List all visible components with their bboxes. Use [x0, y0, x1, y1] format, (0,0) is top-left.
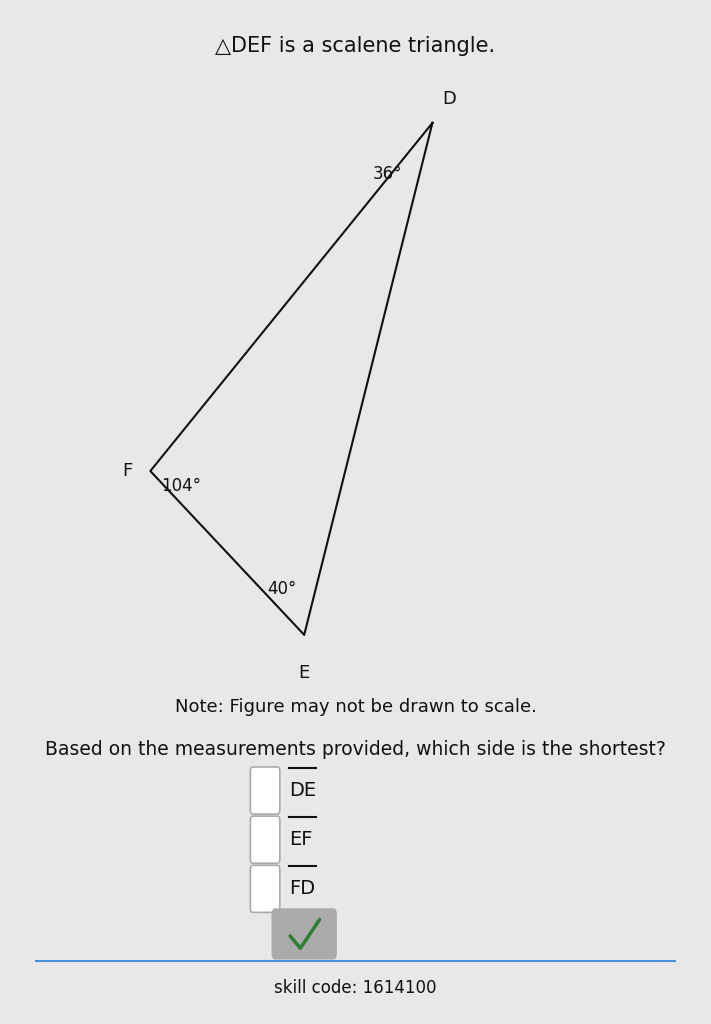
Text: F: F	[122, 462, 132, 480]
FancyBboxPatch shape	[250, 767, 280, 814]
Text: D: D	[442, 89, 456, 108]
Text: skill code: 1614100: skill code: 1614100	[274, 979, 437, 997]
Text: Note: Figure may not be drawn to scale.: Note: Figure may not be drawn to scale.	[175, 697, 536, 716]
Text: EF: EF	[289, 830, 312, 849]
FancyBboxPatch shape	[250, 816, 280, 863]
FancyBboxPatch shape	[272, 908, 337, 959]
FancyBboxPatch shape	[250, 865, 280, 912]
Text: DE: DE	[289, 781, 316, 800]
Text: FD: FD	[289, 880, 315, 898]
Text: △DEF is a scalene triangle.: △DEF is a scalene triangle.	[215, 36, 496, 56]
Text: Based on the measurements provided, which side is the shortest?: Based on the measurements provided, whic…	[45, 740, 666, 759]
Text: 104°: 104°	[161, 477, 201, 496]
Text: E: E	[299, 664, 310, 682]
Text: 40°: 40°	[267, 580, 296, 598]
Text: 36°: 36°	[373, 165, 402, 183]
